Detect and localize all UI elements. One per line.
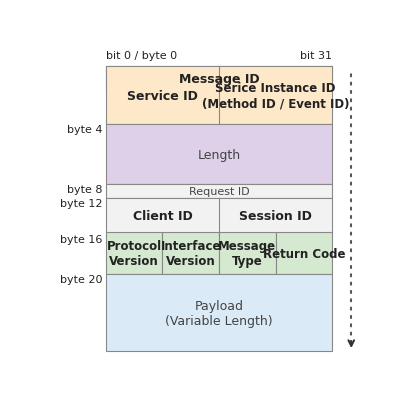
Bar: [106, 67, 332, 91]
Bar: [106, 67, 332, 125]
Bar: [106, 275, 332, 351]
Text: Interface
Version: Interface Version: [160, 240, 220, 268]
Text: bit 0 / byte 0: bit 0 / byte 0: [106, 51, 177, 61]
Text: Client ID: Client ID: [132, 210, 192, 223]
Text: Serice Instance ID
(Method ID / Event ID): Serice Instance ID (Method ID / Event ID…: [201, 82, 349, 110]
Bar: [162, 232, 219, 275]
Bar: [106, 184, 332, 198]
Bar: [275, 232, 332, 275]
Text: Service ID: Service ID: [127, 90, 197, 102]
Text: Message ID: Message ID: [178, 72, 259, 85]
Bar: [106, 198, 332, 234]
Text: Message
Type: Message Type: [218, 240, 276, 268]
Bar: [219, 232, 275, 275]
Text: Length: Length: [197, 148, 240, 161]
Text: Payload
(Variable Length): Payload (Variable Length): [165, 299, 272, 327]
Text: bit 31: bit 31: [300, 51, 332, 61]
Text: byte 20: byte 20: [60, 275, 102, 285]
Text: byte 4: byte 4: [67, 125, 102, 135]
Text: Session ID: Session ID: [239, 210, 311, 223]
Text: byte 12: byte 12: [60, 198, 102, 208]
Text: Return Code: Return Code: [262, 247, 344, 260]
Text: byte 16: byte 16: [60, 234, 102, 244]
Text: byte 8: byte 8: [67, 184, 102, 194]
Text: Protocol
Version: Protocol Version: [106, 240, 161, 268]
Bar: [106, 232, 162, 275]
Text: Request ID: Request ID: [188, 186, 249, 196]
Bar: [106, 125, 332, 184]
